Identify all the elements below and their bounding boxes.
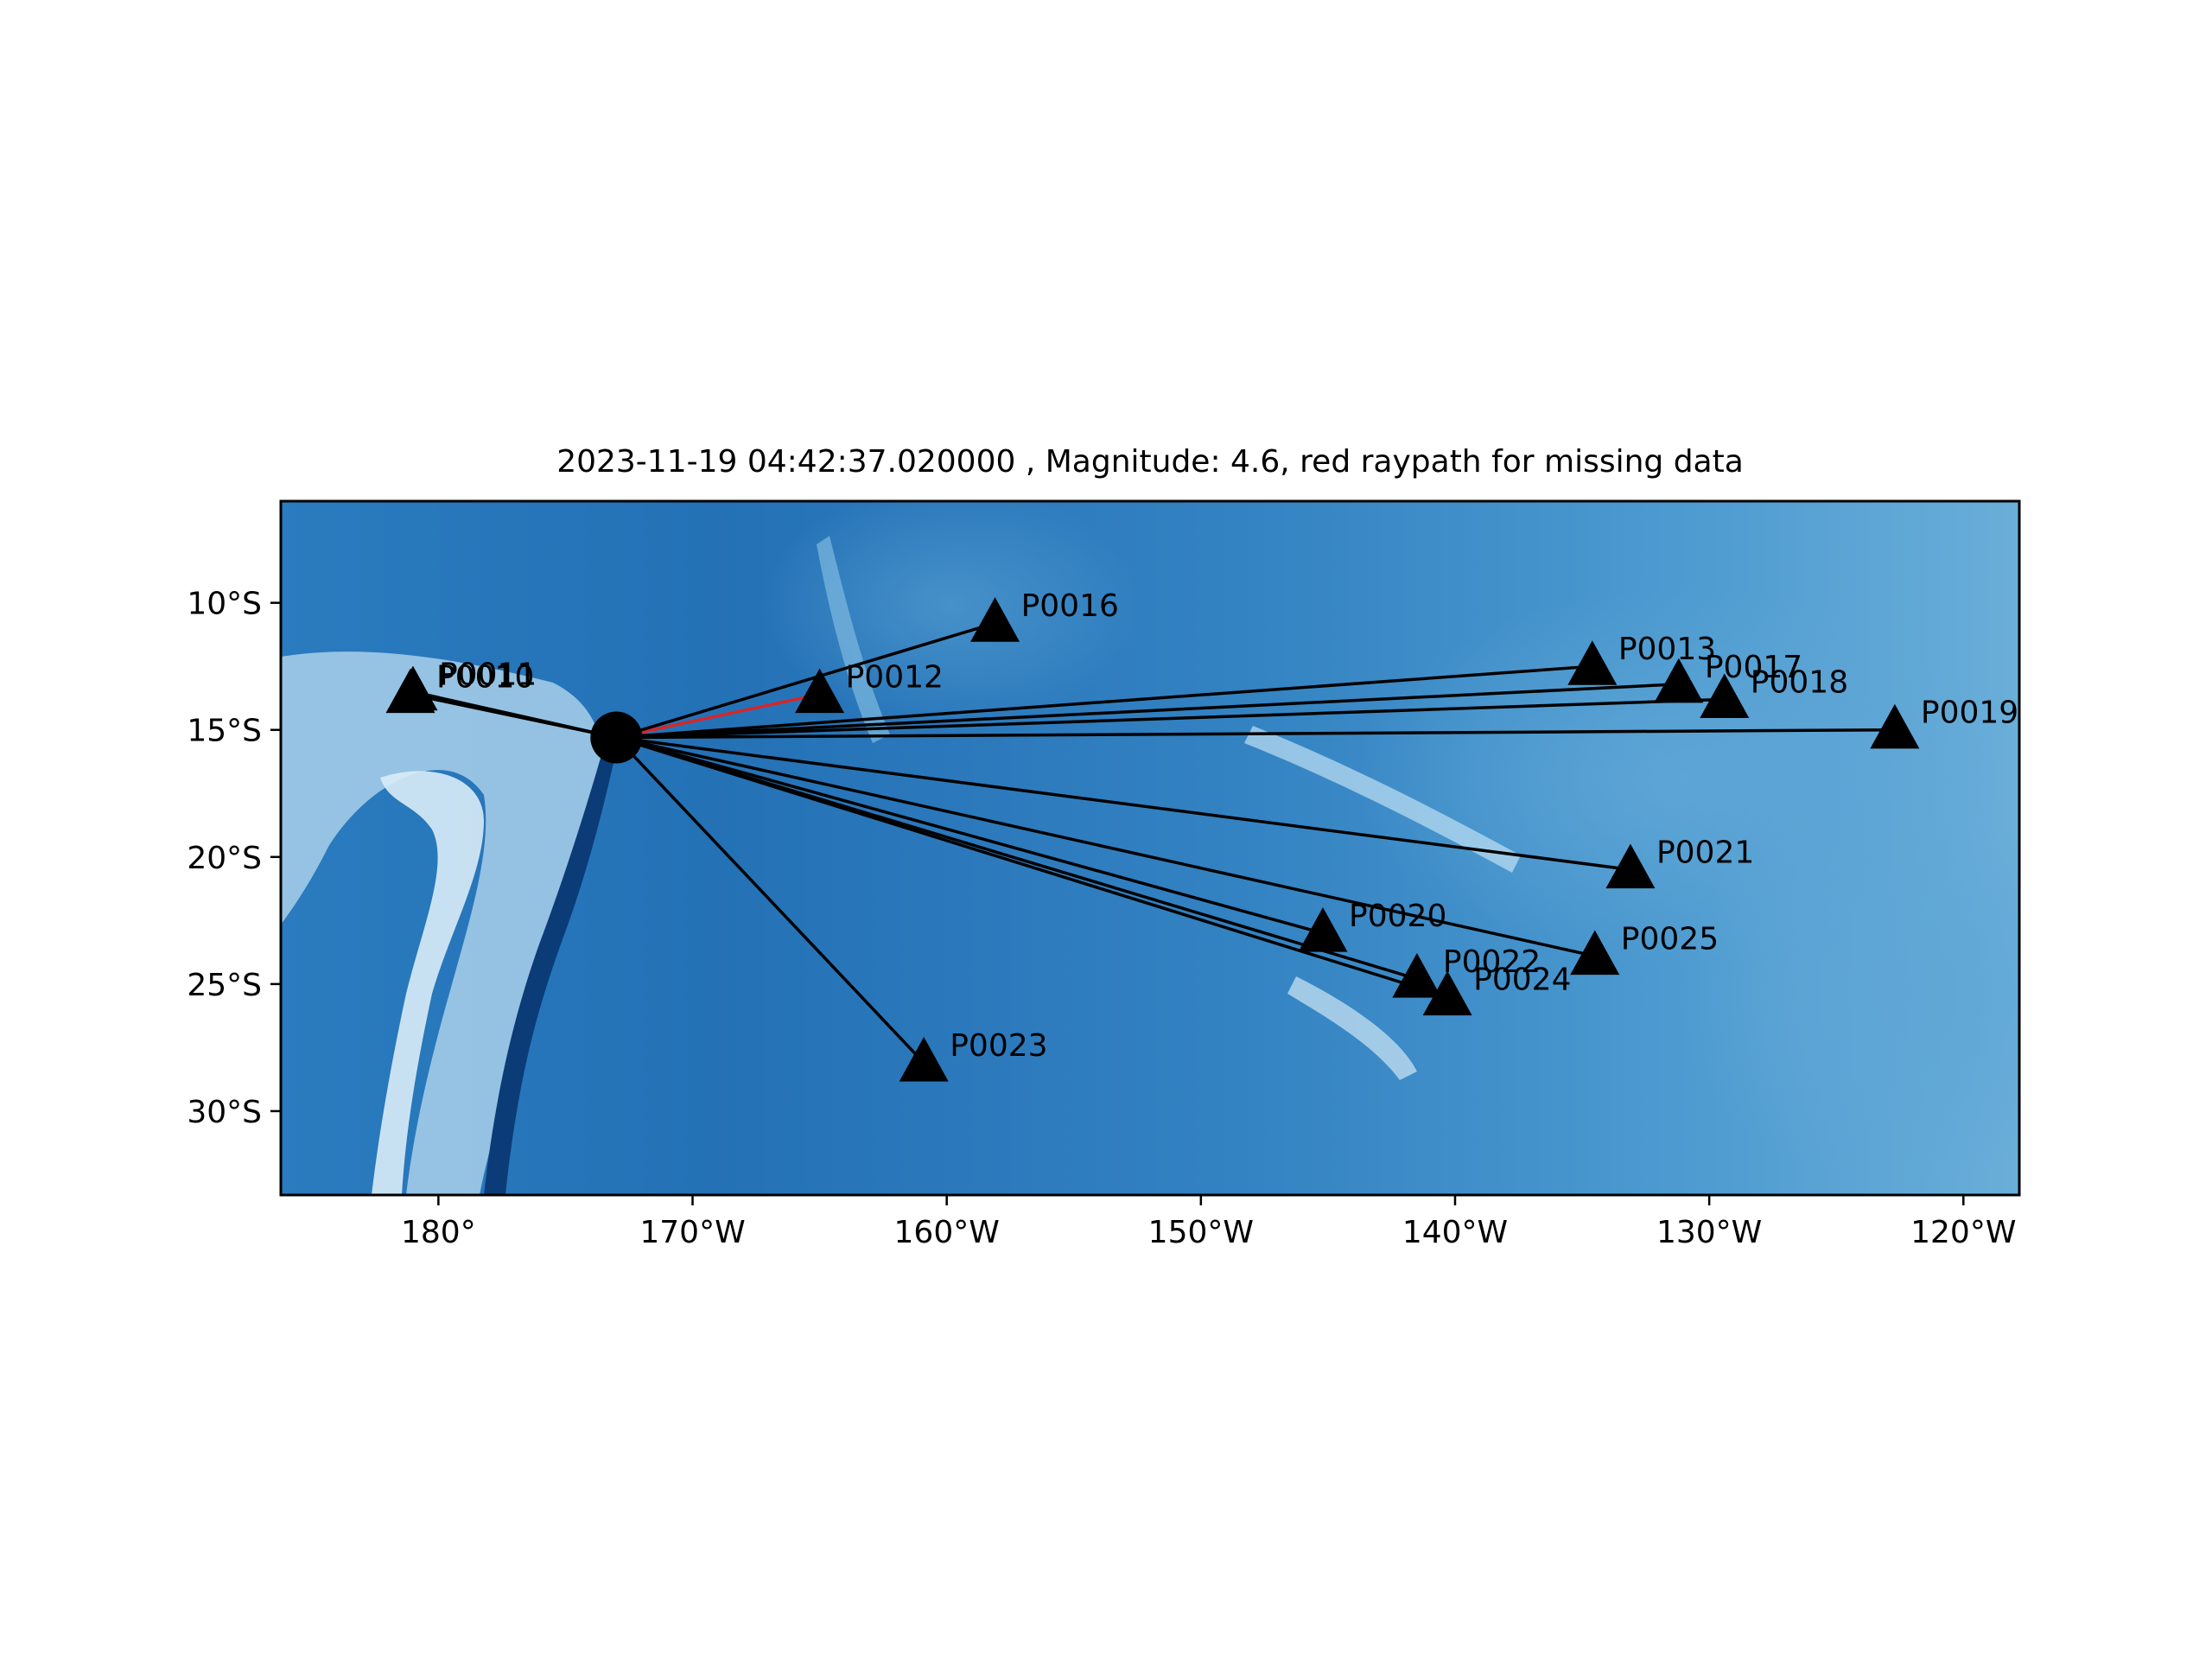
station-label-p0018: P0018 <box>1751 664 1848 700</box>
raypath-p0017 <box>616 683 1679 740</box>
event-epicenter-dot <box>590 711 643 764</box>
x-tick-label: 160°W <box>894 1215 1000 1250</box>
station-marker-p0020 <box>1298 907 1348 952</box>
x-tick-label: 140°W <box>1402 1215 1508 1250</box>
x-tick-label: 180° <box>401 1215 476 1250</box>
station-label-p0020: P0020 <box>1349 899 1446 934</box>
x-tick-label: 120°W <box>1910 1215 2016 1250</box>
y-tick-label: 20°S <box>187 841 262 876</box>
event-marker <box>590 711 643 764</box>
station-label-p0010: P0010 <box>436 660 534 696</box>
station-label-p0011: P0011 <box>439 658 537 693</box>
station-marker-p0013 <box>1567 640 1618 685</box>
station-label-p0013: P0013 <box>1618 632 1716 667</box>
station-marker-p0024 <box>1422 970 1472 1016</box>
station-label-p0012: P0012 <box>846 660 944 696</box>
bathymetry-background <box>281 501 2019 1195</box>
y-tick-label: 15°S <box>187 714 262 749</box>
raypath-p0012 <box>615 692 820 740</box>
station-marker-p0021 <box>1605 843 1656 889</box>
raypath-p0016 <box>615 621 996 740</box>
station-marker-p0023 <box>899 1037 949 1082</box>
y-tick-label: 25°S <box>187 968 262 1003</box>
raypath-p0024 <box>615 735 1448 999</box>
x-axis-ticks: 180° 170°W 160°W 150°W 140°W 130°W 120°W <box>401 1195 2016 1250</box>
x-tick-label: 170°W <box>639 1215 745 1250</box>
raypath-p0011 <box>412 690 617 740</box>
station-marker-p0019 <box>1870 703 1920 749</box>
raypath-p0013 <box>616 664 1592 740</box>
raypath-p0025 <box>615 735 1596 958</box>
station-marker-p0022 <box>1392 952 1442 998</box>
raypath-p0019 <box>616 728 1895 740</box>
y-tick-label: 10°S <box>187 587 262 622</box>
station-marker-p0011 <box>388 665 438 711</box>
station-label-p0025: P0025 <box>1621 922 1719 957</box>
x-tick-label: 150°W <box>1148 1215 1254 1250</box>
station-marker-p0025 <box>1570 930 1620 976</box>
station-label-p0021: P0021 <box>1656 836 1754 871</box>
station-label-p0024: P0024 <box>1473 963 1571 998</box>
station-label-p0016: P0016 <box>1021 588 1119 624</box>
raypath-p0020 <box>615 735 1324 935</box>
station-marker-p0018 <box>1700 673 1750 719</box>
station-label-p0017: P0017 <box>1705 650 1802 685</box>
station-label-p0019: P0019 <box>1921 696 2018 731</box>
station-marker-p0017 <box>1654 658 1704 703</box>
raypath-p0021 <box>616 735 1631 872</box>
raypath-p0023 <box>615 736 925 1065</box>
station-label-p0023: P0023 <box>950 1028 1047 1064</box>
map-title: 2023-11-19 04:42:37.020000 , Magnitude: … <box>556 444 1744 480</box>
raypath-p0018 <box>616 697 1725 740</box>
x-tick-label: 130°W <box>1656 1215 1762 1250</box>
y-tick-label: 30°S <box>187 1095 262 1130</box>
station-label-p0022: P0022 <box>1443 944 1541 980</box>
station-marker-p0012 <box>795 668 845 714</box>
y-axis-ticks: 10°S 15°S 20°S 25°S 30°S <box>187 587 281 1130</box>
station-marker-p0016 <box>970 597 1020 642</box>
map-frame <box>279 499 2021 1197</box>
raypaths <box>410 621 1895 1065</box>
